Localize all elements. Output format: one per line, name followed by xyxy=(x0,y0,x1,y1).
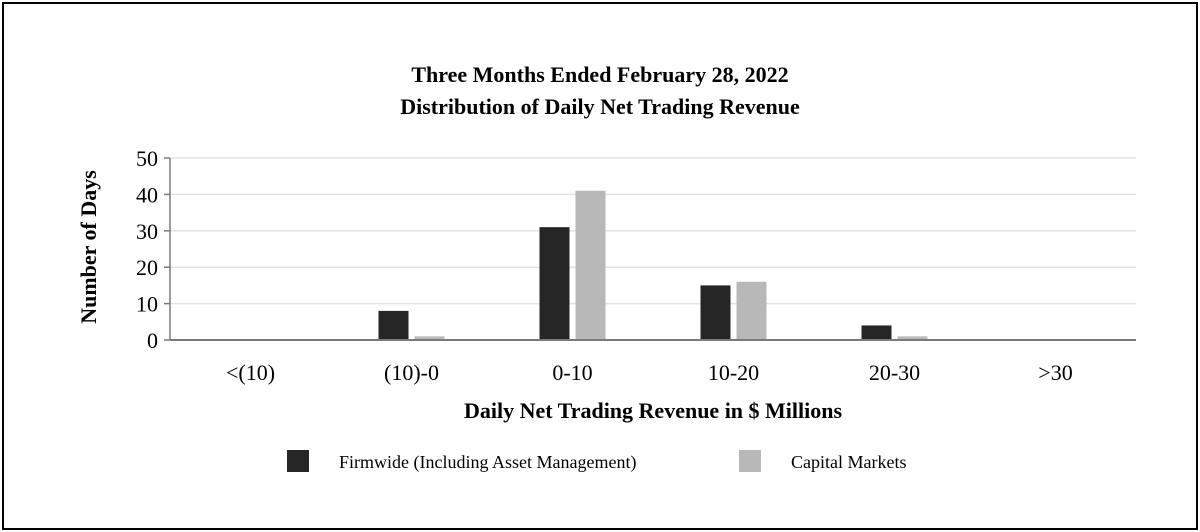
y-tick-label: 20 xyxy=(136,255,158,280)
y-tick-label: 0 xyxy=(147,328,158,353)
x-tick-label: <(10) xyxy=(226,360,275,385)
bar-capital-markets xyxy=(575,190,606,340)
chart-title: Three Months Ended February 28, 2022 xyxy=(411,62,788,87)
y-tick-label: 30 xyxy=(136,219,158,244)
legend: Firmwide (Including Asset Management) Ca… xyxy=(287,450,906,473)
legend-label-firmwide: Firmwide (Including Asset Management) xyxy=(339,452,636,473)
y-tick-label: 40 xyxy=(136,182,158,207)
y-tick-label: 10 xyxy=(136,292,158,317)
bar-firmwide xyxy=(378,310,409,340)
legend-swatch-firmwide xyxy=(287,450,309,472)
gridlines xyxy=(170,157,1136,305)
x-tick-label: 10-20 xyxy=(708,360,759,385)
bar-capital-markets xyxy=(897,336,928,340)
x-tick-label: 0-10 xyxy=(552,360,592,385)
x-tick-label: 20-30 xyxy=(869,360,920,385)
y-axis-title: Number of Days xyxy=(76,170,101,324)
chart-subtitle: Distribution of Daily Net Trading Revenu… xyxy=(400,94,800,119)
x-tick-label: (10)-0 xyxy=(384,360,439,385)
legend-swatch-capital-markets xyxy=(739,450,761,472)
bar-firmwide xyxy=(539,227,570,340)
bar-firmwide xyxy=(861,325,892,340)
bars xyxy=(378,190,928,340)
bar-firmwide xyxy=(700,285,731,340)
y-tick-label: 50 xyxy=(136,146,158,171)
legend-label-capital-markets: Capital Markets xyxy=(791,452,906,472)
axes: 0 10 20 30 40 50 <(10) (10)-0 0-10 10-20 20-30 >30 xyxy=(136,146,1136,385)
x-axis-title: Daily Net Trading Revenue in $ Millions xyxy=(464,398,843,423)
x-tick-label: >30 xyxy=(1038,360,1072,385)
bar-capital-markets xyxy=(414,336,445,340)
bar-capital-markets xyxy=(736,281,767,340)
